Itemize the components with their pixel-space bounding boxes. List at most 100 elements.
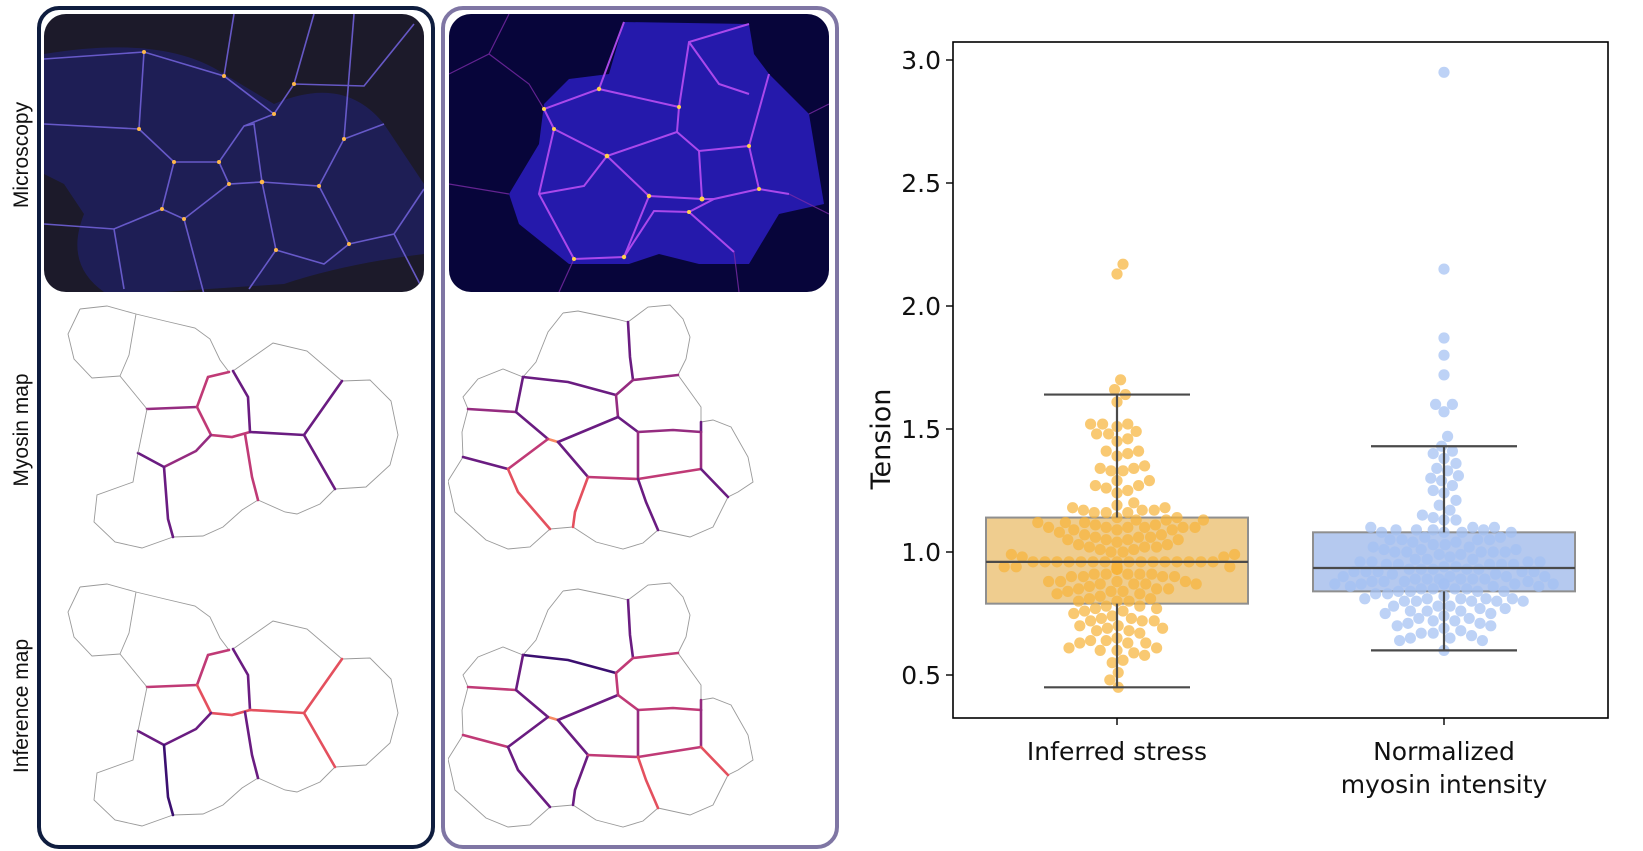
swarm-point: [1063, 642, 1075, 654]
swarm-point: [1122, 484, 1134, 497]
swarm-point: [1103, 428, 1115, 440]
swarm-point: [1079, 516, 1091, 529]
swarm-point: [1409, 573, 1421, 585]
swarm-point: [1446, 445, 1458, 457]
swarm-point: [1115, 374, 1127, 386]
condition-panel-right: [441, 6, 839, 849]
swarm-point: [1449, 583, 1461, 595]
cell-boundary: [93, 730, 174, 827]
swarm-point: [1433, 548, 1445, 561]
swarm-point: [1100, 507, 1112, 519]
swarm-point: [1421, 605, 1433, 617]
swarm-point: [1510, 543, 1522, 556]
swarm-point: [1122, 507, 1134, 519]
swarm-point: [1410, 524, 1422, 536]
swarm-point: [1159, 502, 1171, 514]
swarm-point: [1143, 475, 1155, 487]
swarm-point: [1100, 634, 1112, 647]
swarm-point: [1074, 637, 1086, 649]
swarm-point: [1467, 521, 1479, 534]
swarm-point: [1391, 620, 1403, 632]
y-tick-label: 1.0: [901, 538, 941, 567]
swarm-point: [1484, 534, 1496, 546]
swarm-point: [1111, 595, 1123, 607]
condition-panel-left: [37, 6, 435, 849]
swarm-point: [1490, 568, 1502, 580]
swarm-point: [1085, 418, 1097, 430]
junction-edge: [616, 415, 640, 434]
swarm-point: [1506, 593, 1518, 605]
swarm-point: [1522, 556, 1534, 568]
swarm-point: [1430, 398, 1442, 410]
swarm-point: [1163, 583, 1175, 595]
swarm-point: [1500, 571, 1512, 583]
swarm-point: [1396, 534, 1408, 546]
swarm-point: [1329, 578, 1341, 590]
swarm-point: [1413, 612, 1425, 625]
cell-boundary: [79, 305, 230, 373]
swarm-point: [1398, 575, 1410, 588]
swarm-point: [1432, 600, 1444, 612]
swarm-point: [1539, 571, 1551, 583]
cell-boundary: [232, 342, 343, 382]
junction-edge: [248, 430, 306, 437]
junction-edge: [162, 743, 175, 817]
cell-boundary: [67, 586, 121, 657]
microscopy-image-right-svg: [449, 14, 829, 292]
junction-edge: [136, 451, 166, 469]
swarm-point: [998, 561, 1010, 573]
swarm-point: [1094, 590, 1106, 602]
junction-edge: [514, 653, 525, 692]
swarm-point: [1088, 507, 1100, 519]
junction-edge: [243, 710, 260, 780]
swarm-point: [1077, 571, 1089, 583]
swarm-point: [1394, 634, 1406, 647]
swarm-point: [1197, 514, 1209, 526]
swarm-point: [1401, 546, 1413, 558]
swarm-point: [1344, 580, 1356, 593]
swarm-point: [1404, 605, 1416, 617]
cell-boundary: [562, 588, 629, 601]
swarm-point: [1438, 561, 1450, 573]
swarm-point: [1122, 637, 1134, 649]
swarm-point: [1117, 654, 1129, 666]
swarm-point: [1427, 484, 1439, 497]
junction-edge: [243, 432, 260, 502]
tension-boxplot-chart: 0.5 1.0 1.5 2.0 2.5 3.0 Inferred stress Normal…: [866, 41, 1609, 799]
swarm-point: [1101, 622, 1113, 634]
junction-edge: [461, 455, 510, 471]
swarm-point: [1062, 585, 1074, 597]
swarm-point: [1010, 561, 1022, 573]
junction-edge: [231, 369, 252, 434]
swarm-point: [1463, 541, 1475, 553]
junction-edge: [636, 755, 660, 810]
junction-edge: [145, 405, 199, 411]
swarm-point: [1122, 448, 1134, 460]
swarm-point: [1105, 585, 1117, 597]
swarm-point: [1376, 526, 1388, 538]
swarm-point: [1355, 578, 1367, 590]
swarm-point: [1053, 526, 1065, 538]
swarm-point: [1032, 516, 1044, 529]
swarm-point: [1079, 605, 1091, 617]
swarm-point: [1104, 674, 1116, 686]
junction-edge: [195, 370, 231, 409]
swarm-point: [1466, 630, 1478, 642]
swarm-point: [1190, 578, 1202, 590]
swarm-point: [1133, 445, 1145, 457]
myosin-map-left-svg: [67, 305, 399, 549]
junction-edge: [461, 733, 510, 749]
swarm-point: [1499, 602, 1511, 615]
swarm-point: [1089, 519, 1101, 531]
junction-edge: [162, 465, 175, 539]
junction-edge: [195, 683, 252, 717]
swarm-point: [1122, 433, 1134, 445]
cell-boundary: [522, 312, 564, 378]
junction-edge: [302, 711, 337, 769]
swarm-point: [1421, 553, 1433, 565]
cell-boundary: [119, 591, 137, 655]
myosin-map-right: [448, 297, 838, 567]
junction-edge: [699, 745, 730, 777]
junction-edge: [586, 475, 640, 481]
swarm-point: [1365, 521, 1377, 534]
